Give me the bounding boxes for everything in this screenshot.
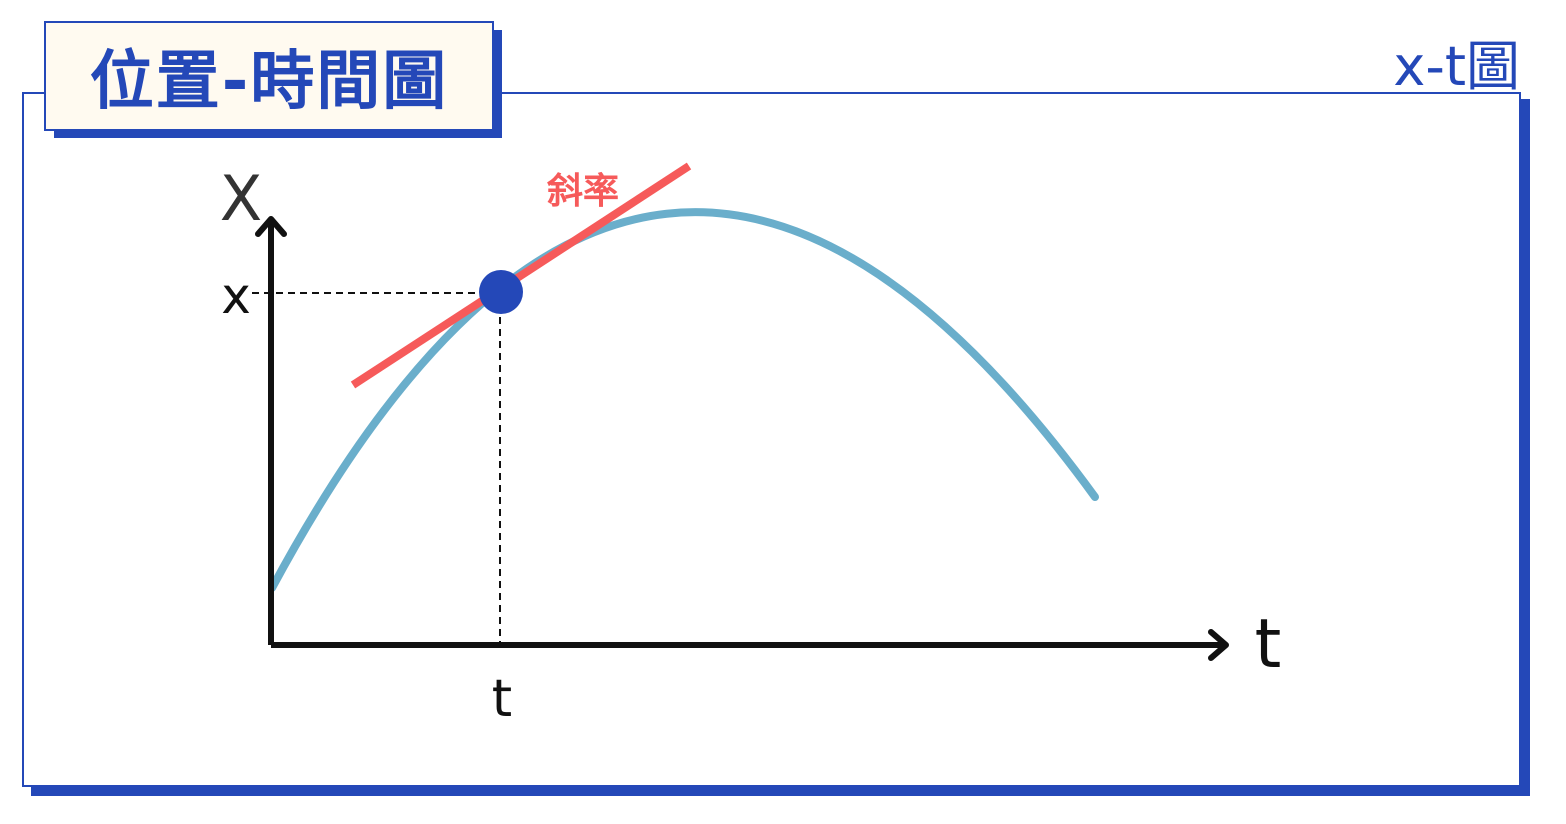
page-title: 位置-時間圖 [89, 45, 449, 119]
x-axis-arrow [1208, 629, 1229, 661]
x-axis-label: t [1255, 605, 1282, 684]
y-axis-arrow [255, 216, 287, 237]
position-curve [268, 208, 1099, 592]
point-x-label: x [221, 267, 251, 325]
tangent-point [479, 270, 523, 314]
tangent-line [350, 162, 692, 389]
corner-label: x-t圖 [1393, 35, 1520, 98]
slope-label: 斜率 [547, 171, 619, 212]
point-t-label: t [492, 669, 512, 729]
y-axis-label: X [220, 162, 262, 235]
title-box: 位置-時間圖 [44, 21, 494, 131]
